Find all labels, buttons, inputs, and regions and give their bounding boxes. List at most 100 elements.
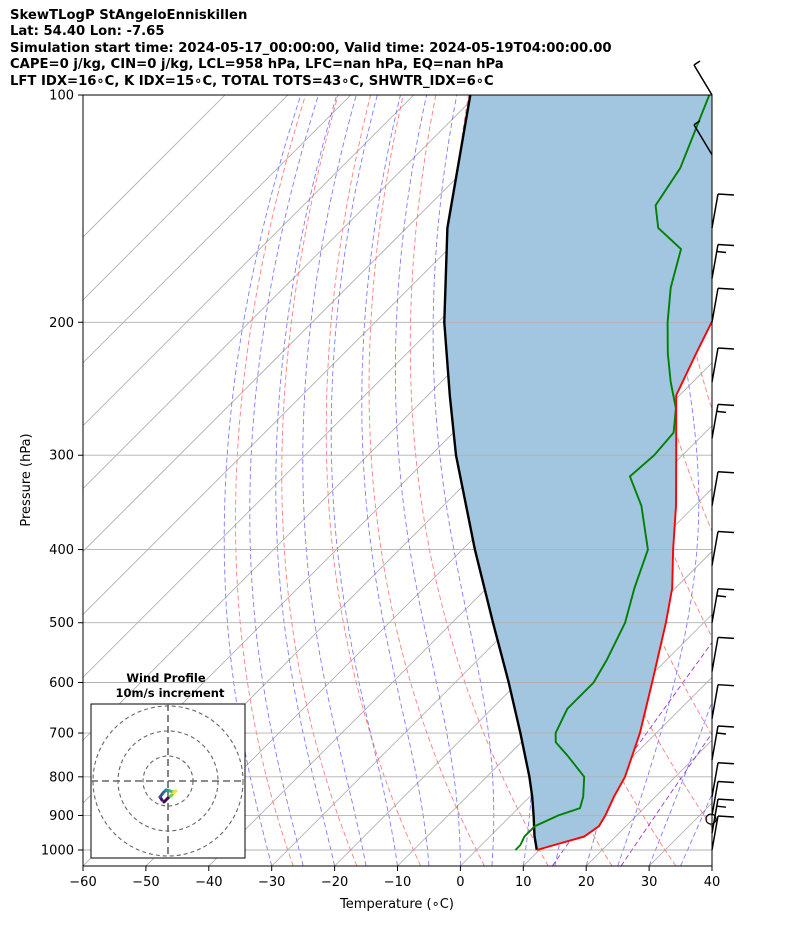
x-tick-label: −40 — [195, 875, 222, 890]
inset-title: Wind Profile — [126, 671, 206, 685]
wind-barb-flag — [717, 243, 735, 247]
wind-barb — [711, 471, 735, 506]
wind-barb — [711, 725, 735, 761]
cape-area — [444, 95, 712, 850]
y-tick-label: 1000 — [41, 844, 74, 859]
isotherm-line — [523, 676, 712, 866]
moist-adiabat-line — [223, 95, 302, 866]
wind-barb-shaft — [711, 193, 719, 229]
dry-adiabat-line — [368, 95, 485, 866]
wind-barb-shaft — [693, 124, 713, 156]
wind-barb — [693, 120, 713, 156]
moist-adiabat-line — [275, 95, 338, 866]
wind-barb — [711, 403, 735, 439]
x-tick-label: 10 — [515, 875, 532, 890]
isotherm-line — [711, 865, 712, 866]
moist-adiabat-line — [361, 95, 430, 866]
wind-barb-half-flag — [716, 805, 727, 808]
isotherm-line — [83, 95, 540, 553]
y-axis-label: Pressure (hPa) — [19, 433, 34, 526]
dry-adiabat-line — [409, 95, 549, 866]
wind-profile-inset: Wind Profile 10m/s increment — [90, 671, 246, 859]
wind-barb-shaft — [711, 588, 719, 623]
wind-barb — [711, 530, 735, 566]
x-tick-label: −60 — [69, 875, 96, 890]
moist-adiabat-line — [648, 700, 712, 866]
wind-barb-shaft — [711, 471, 719, 506]
wind-barb-shaft — [711, 762, 719, 797]
x-tick-label: −20 — [321, 875, 348, 890]
dry-adiabat-line — [325, 95, 422, 866]
wind-barb-shaft — [711, 347, 719, 383]
wind-barb — [711, 587, 735, 623]
wind-barb-shaft — [711, 288, 719, 323]
index-line: LFT IDX=16∘C, K IDX=15∘C, TOTAL TOTS=43∘… — [10, 73, 494, 89]
gridlines — [83, 95, 712, 851]
x-tick-label: 20 — [578, 875, 595, 890]
location-line: Lat: 54.40 Lon: -7.65 — [10, 24, 165, 40]
moist-adiabat-line — [432, 95, 495, 866]
moist-adiabat-line — [680, 793, 712, 866]
x-tick-label: −10 — [384, 875, 411, 890]
wind-barb — [711, 761, 735, 797]
parcel-profile-line — [443, 95, 538, 851]
isotherm-line — [83, 95, 289, 301]
inset-rings — [91, 704, 245, 858]
wind-barb-flag — [717, 636, 735, 640]
dry-adiabat-line — [235, 95, 306, 866]
temperature-line — [536, 320, 712, 851]
wind-barb-half-flag — [716, 410, 727, 414]
x-tick-label: 40 — [704, 875, 721, 890]
wind-barb — [693, 60, 713, 96]
y-tick-label: 200 — [49, 316, 74, 331]
wind-barb-half-flag — [716, 250, 727, 254]
dry-adiabat-line — [762, 95, 794, 866]
wind-barb-flag — [717, 403, 735, 407]
inset-subtitle: 10m/s increment — [116, 686, 225, 700]
wind-barb-flag — [693, 60, 701, 66]
wind-barb-shaft — [711, 781, 719, 816]
x-tick-label: 30 — [641, 875, 658, 890]
wind-barb-flag — [717, 761, 735, 765]
y-tick-label: 400 — [49, 543, 74, 558]
x-tick-label: −50 — [132, 875, 159, 890]
y-tick-label: 800 — [49, 770, 74, 785]
wind-barb-flag — [717, 530, 735, 534]
wind-barb — [711, 287, 735, 323]
isotherm-line — [83, 95, 414, 427]
wind-barb-flag — [717, 587, 735, 591]
chart-title: SkewTLogP StAngeloEnniskillen — [10, 8, 248, 23]
y-tick-label: 700 — [49, 727, 74, 742]
moist-adiabat-line — [302, 95, 367, 866]
hodograph-segment — [162, 796, 170, 804]
wind-barb-shaft — [711, 815, 719, 851]
y-axis: 1000 900 800 700 600 500 400 300 200 100 — [41, 89, 83, 859]
wind-barb-shaft — [711, 531, 719, 566]
wind-barb-shaft — [711, 637, 719, 672]
wind-barb — [711, 193, 735, 229]
wind-barb-flag — [717, 193, 735, 196]
wind-barb-flag — [717, 725, 735, 728]
moist-adiabat-line — [330, 95, 398, 866]
moist-adiabat-line — [394, 95, 461, 866]
wind-barb — [711, 347, 735, 383]
isotherm-line — [83, 95, 477, 490]
wind-barb-flag — [717, 798, 735, 801]
wind-barb-half-flag — [716, 594, 727, 598]
wind-barbs — [693, 60, 735, 851]
isotherm-line — [334, 488, 712, 866]
wind-barb-flag — [693, 120, 701, 126]
wind-barb — [711, 683, 735, 719]
profile-lines — [443, 95, 712, 851]
dry-adiabat-line — [663, 95, 712, 411]
x-tick-label: 0 — [456, 875, 464, 890]
moist-adiabat-line — [249, 95, 319, 866]
moist-adiabat-line — [711, 864, 712, 866]
y-tick-label: 600 — [49, 676, 74, 691]
chart-header: SkewTLogP StAngeloEnniskillen Lat: 54.40… — [10, 8, 612, 90]
wind-barb — [711, 636, 735, 672]
moist-adiabat-line — [617, 95, 700, 866]
wind-barb — [711, 780, 735, 816]
x-tick-label: −30 — [258, 875, 285, 890]
calm-wind-circle — [705, 813, 717, 825]
